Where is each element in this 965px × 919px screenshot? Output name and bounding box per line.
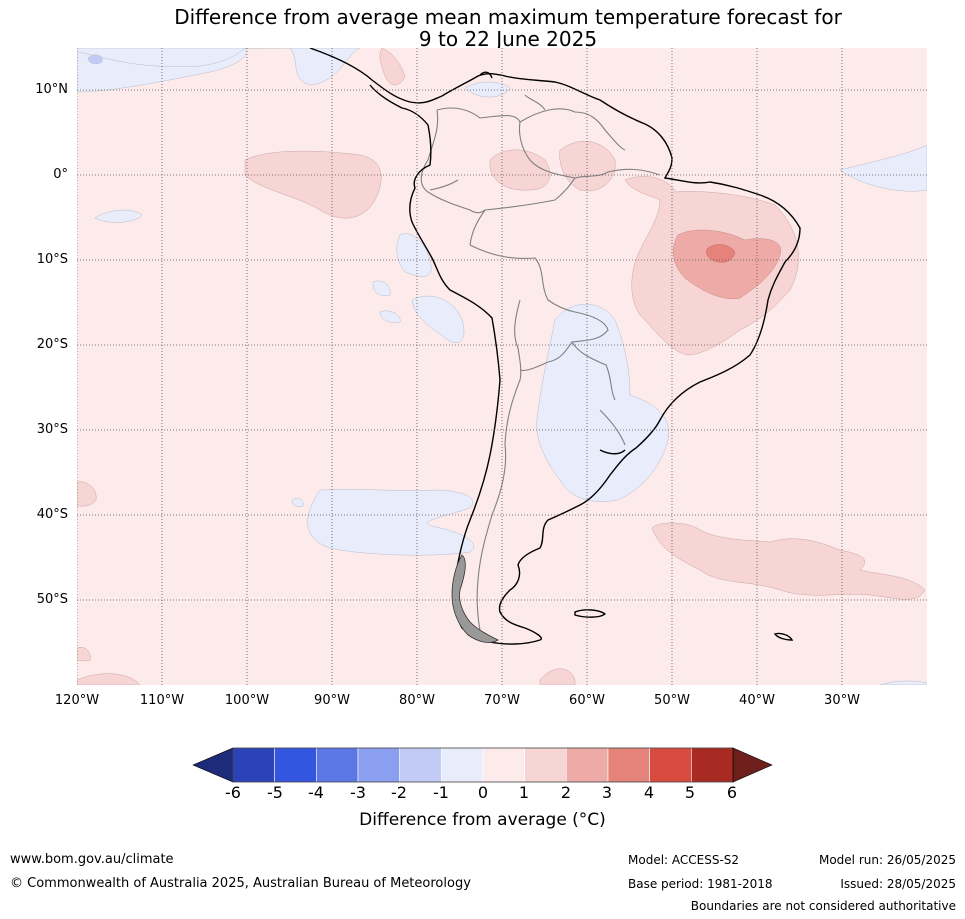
country-borders: [420, 94, 661, 631]
colorbar-swatch: [232, 747, 275, 783]
colorbar-tick: 2: [560, 783, 572, 802]
colorbar-extend-max: [732, 747, 773, 783]
lon-label-110w: 110°W: [139, 693, 185, 708]
lon-label-120w: 120°W: [54, 693, 100, 708]
colorbar-tick: 1: [518, 783, 530, 802]
map-title-line1: Difference from average mean maximum tem…: [174, 5, 842, 29]
colorbar-swatch: [274, 747, 317, 783]
colorbar-swatch: [357, 747, 400, 783]
footer-copyright: © Commonwealth of Australia 2025, Austra…: [10, 876, 471, 891]
colorbar-tick: -3: [350, 783, 366, 802]
footer-issued: Issued: 28/05/2025: [840, 877, 956, 891]
lat-label-0: 0°: [53, 167, 68, 182]
lat-label-20s: 20°S: [36, 337, 68, 352]
lat-label-10s: 10°S: [36, 252, 68, 267]
colorbar-label: Difference from average (°C): [359, 810, 606, 830]
colorbar-tick: 4: [643, 783, 655, 802]
lat-label-40s: 40°S: [36, 507, 68, 522]
colorbar-swatch: [441, 747, 484, 783]
lon-label-80w: 80°W: [399, 693, 435, 708]
positive-anomaly-3-4: [706, 244, 736, 263]
colorbar-swatch: [649, 747, 692, 783]
footer-model: Model: ACCESS-S2: [628, 853, 740, 867]
colorbar-tick: 5: [684, 783, 696, 802]
footer-model-run: Model run: 26/05/2025: [818, 853, 956, 867]
colorbar-tick: -2: [391, 783, 407, 802]
map-panel: [77, 48, 927, 685]
colorbar-swatch: [607, 747, 650, 783]
footer-base-period: Base period: 1981-2018: [628, 877, 773, 891]
colorbar-swatch: [399, 747, 442, 783]
colorbar-tick: -5: [267, 783, 283, 802]
lon-label-70w: 70°W: [484, 693, 520, 708]
lon-label-30w: 30°W: [824, 693, 860, 708]
lat-label-10n: 10°N: [35, 82, 68, 97]
colorbar-swatch: [691, 747, 734, 783]
negative-anomaly-regions: [77, 48, 927, 685]
colorbar-outline: [232, 747, 734, 783]
colorbar-extend-min: [192, 747, 234, 783]
colorbar-tick: -4: [308, 783, 324, 802]
colorbar-tick: 0: [477, 783, 489, 802]
lon-label-90w: 90°W: [314, 693, 350, 708]
lon-label-100w: 100°W: [224, 693, 270, 708]
positive-anomaly-2-3: [673, 229, 781, 300]
lon-label-50w: 50°W: [654, 693, 690, 708]
footer-website: www.bom.gov.au/climate: [10, 852, 174, 867]
colorbar-swatch: [316, 747, 359, 783]
colorbar-swatch: [482, 747, 525, 783]
colorbar-tick: 6: [726, 783, 738, 802]
colorbar-swatch: [566, 747, 609, 783]
lat-label-50s: 50°S: [36, 592, 68, 607]
fjord-coast: [451, 554, 499, 643]
colorbar: [192, 747, 773, 783]
lon-label-40w: 40°W: [739, 693, 775, 708]
colorbar-tick: -1: [433, 783, 449, 802]
lat-label-30s: 30°S: [36, 422, 68, 437]
gridlines: [77, 48, 927, 685]
colorbar-tick: -6: [225, 783, 241, 802]
colorbar-swatch: [524, 747, 567, 783]
map-title-line2: 9 to 22 June 2025: [418, 27, 598, 51]
colorbar-tick: 3: [601, 783, 613, 802]
lon-label-60w: 60°W: [569, 693, 605, 708]
coastlines: [309, 48, 801, 645]
footer-disclaimer: Boundaries are not considered authoritat…: [690, 899, 956, 913]
